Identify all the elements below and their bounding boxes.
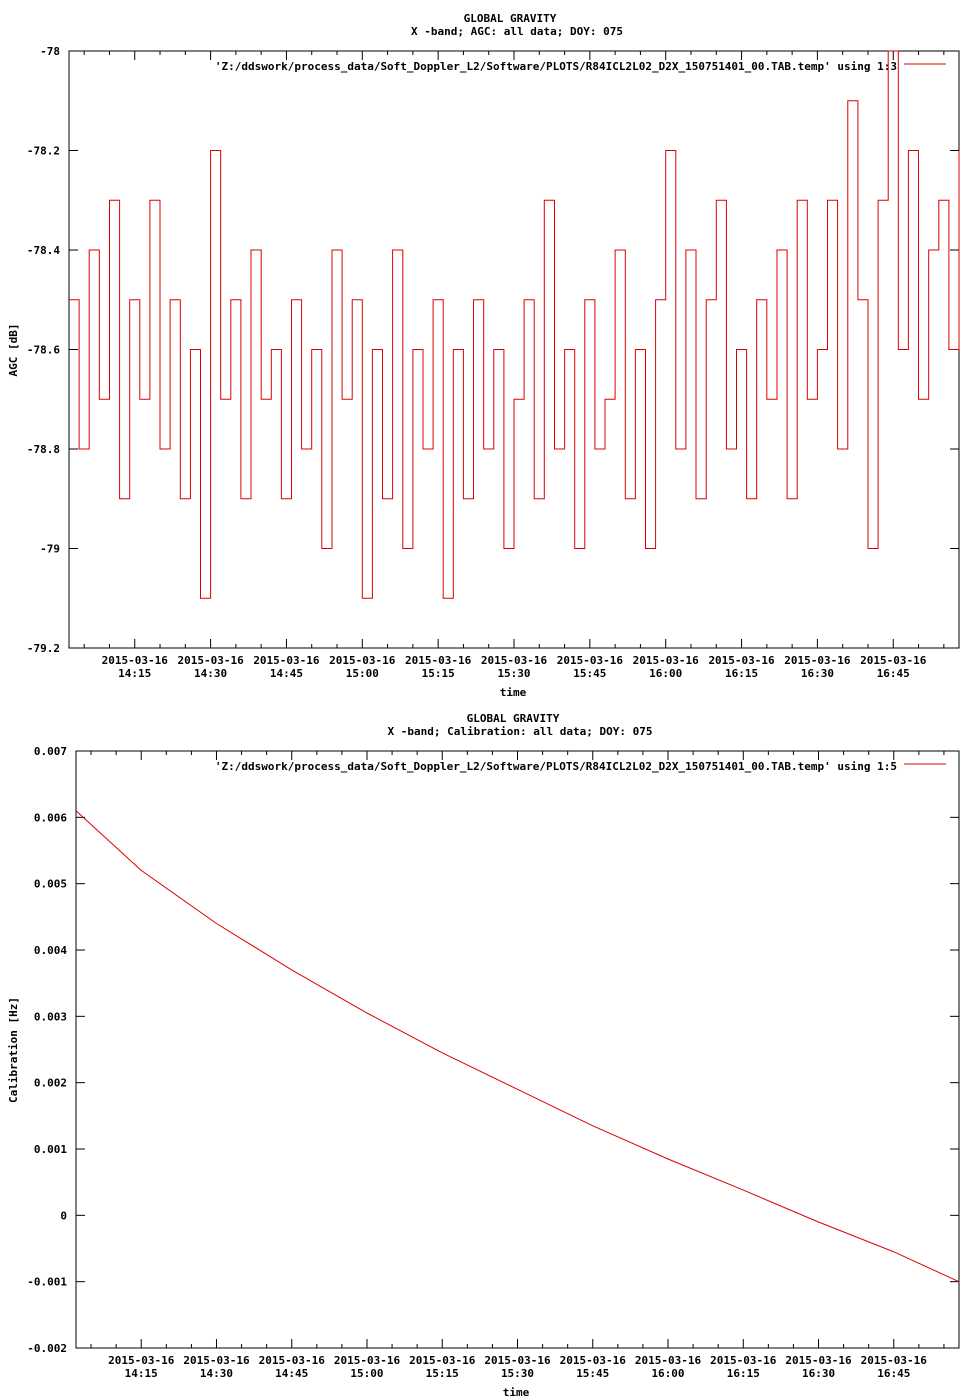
y-axis-label: AGC [dB] <box>7 324 20 377</box>
x-tick-label-time: 15:00 <box>350 1367 383 1380</box>
x-tick-label-date: 2015-03-16 <box>708 654 775 667</box>
chart-title: GLOBAL GRAVITY <box>467 712 560 725</box>
series-line <box>75 810 960 1283</box>
chart-subtitle: X -band; Calibration: all data; DOY: 075 <box>388 725 653 738</box>
x-tick-label-time: 15:30 <box>501 1367 534 1380</box>
calibration-chart-svg: GLOBAL GRAVITY X -band; Calibration: all… <box>7 712 960 1399</box>
legend-label: 'Z:/ddswork/process_data/Soft_Doppler_L2… <box>215 60 897 73</box>
y-tick-label: -78.4 <box>27 244 60 257</box>
y-tick-label: -0.001 <box>27 1276 67 1289</box>
chart-title: GLOBAL GRAVITY <box>464 12 557 25</box>
x-tick-label-date: 2015-03-16 <box>484 1354 551 1367</box>
y-tick-label: 0.003 <box>34 1010 67 1023</box>
plot-frame <box>75 750 960 1349</box>
y-tick-label: -0.002 <box>27 1342 67 1355</box>
y-tick-label: 0.007 <box>34 745 67 758</box>
x-tick-label-time: 16:30 <box>802 1367 835 1380</box>
y-tick-label: 0.006 <box>34 811 67 824</box>
x-tick-label-date: 2015-03-16 <box>560 1354 627 1367</box>
x-tick-label-date: 2015-03-16 <box>633 654 700 667</box>
x-tick-label-date: 2015-03-16 <box>481 654 548 667</box>
x-tick-label-time: 14:15 <box>118 667 151 680</box>
y-tick-label: 0.001 <box>34 1143 67 1156</box>
x-tick-label-time: 14:30 <box>194 667 227 680</box>
x-tick-label-time: 16:00 <box>649 667 682 680</box>
x-tick-label-date: 2015-03-16 <box>405 654 472 667</box>
y-tick-label: 0.005 <box>34 878 67 891</box>
y-tick-label: -78.6 <box>27 344 60 357</box>
x-tick-label-time: 15:45 <box>573 667 606 680</box>
x-tick-label-time: 16:45 <box>877 1367 910 1380</box>
x-tick-label-date: 2015-03-16 <box>860 654 927 667</box>
x-tick-label-date: 2015-03-16 <box>710 1354 777 1367</box>
x-tick-label-time: 16:00 <box>651 1367 684 1380</box>
x-tick-label-time: 15:15 <box>422 667 455 680</box>
y-tick-label: 0.002 <box>34 1077 67 1090</box>
x-tick-label-date: 2015-03-16 <box>253 654 320 667</box>
x-tick-label-time: 15:30 <box>497 667 530 680</box>
chart-subtitle: X -band; AGC: all data; DOY: 075 <box>411 25 623 38</box>
y-tick-label: -78.8 <box>27 443 60 456</box>
x-tick-label-date: 2015-03-16 <box>861 1354 928 1367</box>
x-tick-label-date: 2015-03-16 <box>183 1354 250 1367</box>
x-tick-label-time: 16:15 <box>727 1367 760 1380</box>
y-tick-label: -78.2 <box>27 145 60 158</box>
x-tick-label-date: 2015-03-16 <box>635 1354 702 1367</box>
x-tick-label-time: 14:45 <box>270 667 303 680</box>
x-tick-label-date: 2015-03-16 <box>334 1354 401 1367</box>
y-tick-label: -79 <box>40 543 60 556</box>
x-tick-label-date: 2015-03-16 <box>785 1354 852 1367</box>
calibration-chart: GLOBAL GRAVITY X -band; Calibration: all… <box>0 700 980 1400</box>
x-tick-label-time: 16:30 <box>801 667 834 680</box>
series-line <box>69 50 960 599</box>
x-tick-label-time: 14:45 <box>275 1367 308 1380</box>
y-axis-label: Calibration [Hz] <box>7 997 20 1103</box>
x-tick-label-time: 14:30 <box>200 1367 233 1380</box>
agc-chart: GLOBAL GRAVITY X -band; AGC: all data; D… <box>7 12 960 699</box>
y-tick-label: -78 <box>40 45 60 58</box>
y-tick-label: 0 <box>60 1209 67 1222</box>
x-tick-label-date: 2015-03-16 <box>784 654 851 667</box>
agc-chart-svg: GLOBAL GRAVITY X -band; AGC: all data; D… <box>7 12 960 699</box>
x-tick-label-date: 2015-03-16 <box>329 654 396 667</box>
x-tick-label-date: 2015-03-16 <box>108 1354 175 1367</box>
x-tick-label-date: 2015-03-16 <box>102 654 169 667</box>
y-tick-label: -79.2 <box>27 642 60 655</box>
x-tick-label-time: 15:45 <box>576 1367 609 1380</box>
x-tick-label-date: 2015-03-16 <box>259 1354 326 1367</box>
x-tick-label-date: 2015-03-16 <box>177 654 244 667</box>
x-tick-label-time: 15:00 <box>346 667 379 680</box>
x-axis-label: time <box>503 1386 530 1399</box>
x-tick-label-time: 16:45 <box>877 667 910 680</box>
x-tick-label-time: 14:15 <box>125 1367 158 1380</box>
x-tick-label-time: 15:15 <box>426 1367 459 1380</box>
legend-label: 'Z:/ddswork/process_data/Soft_Doppler_L2… <box>215 760 897 773</box>
x-axis-label: time <box>500 686 527 699</box>
x-tick-label-date: 2015-03-16 <box>409 1354 476 1367</box>
x-tick-label-time: 16:15 <box>725 667 758 680</box>
x-tick-label-date: 2015-03-16 <box>557 654 624 667</box>
y-tick-label: 0.004 <box>34 944 67 957</box>
